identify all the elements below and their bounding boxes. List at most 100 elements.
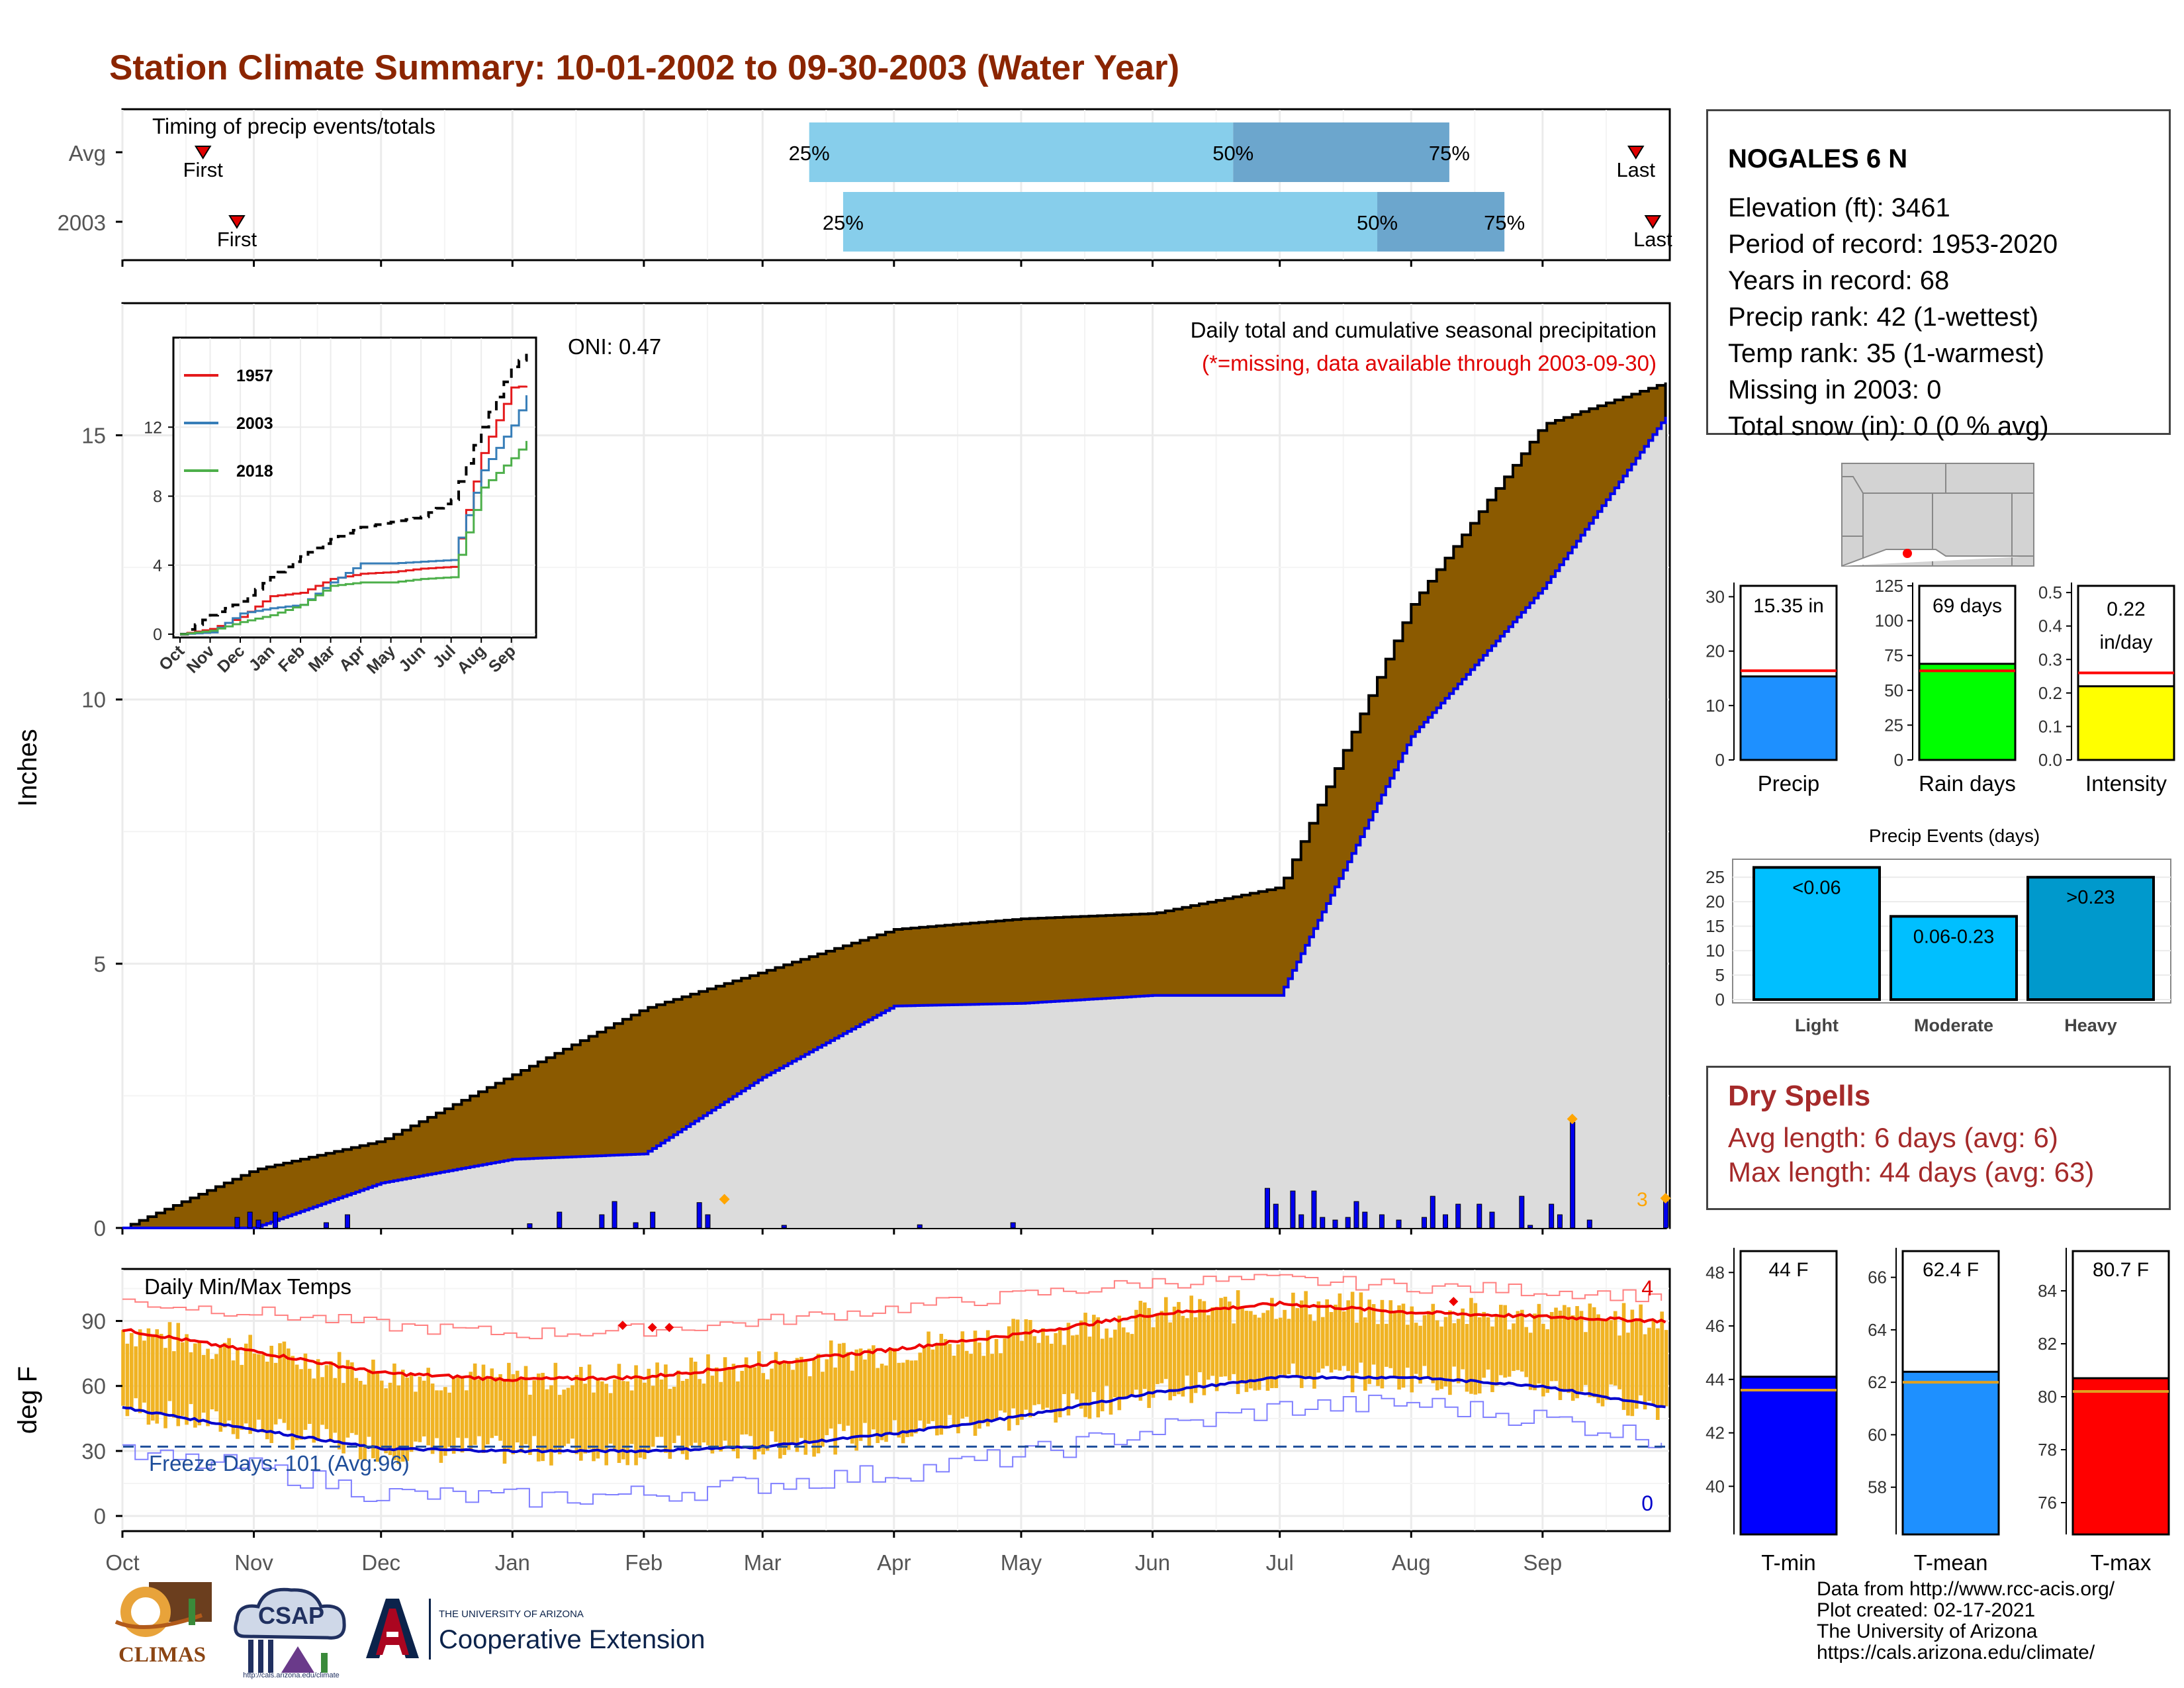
timing-bar-50-75 xyxy=(1377,192,1505,252)
events-title: Precip Events (days) xyxy=(1869,825,2040,846)
daily-temp-bar xyxy=(1410,1306,1414,1393)
tempbar-y-tick-label: 42 xyxy=(1706,1423,1725,1443)
daily-temp-bar xyxy=(1028,1320,1032,1418)
events-y-tick-label: 25 xyxy=(1706,867,1725,887)
inset-series-line-2018 xyxy=(180,441,527,635)
daily-temp-bar xyxy=(689,1357,694,1446)
daily-temp-bar xyxy=(842,1342,846,1431)
daily-temp-bar xyxy=(1380,1299,1385,1389)
daily-temp-bar xyxy=(905,1360,909,1437)
daily-temp-bar xyxy=(1181,1315,1185,1397)
daily-temp-bar xyxy=(1630,1309,1635,1417)
tempbar-label: T-min xyxy=(1761,1550,1816,1575)
daily-temp-bar xyxy=(757,1351,761,1452)
daily-temp-bar xyxy=(952,1355,956,1426)
events-bar-heavy xyxy=(2026,876,2155,1002)
y-tick-label: 0 xyxy=(94,1216,106,1241)
daily-temp-bar xyxy=(608,1393,613,1444)
daily-precip-bar xyxy=(1320,1217,1326,1229)
daily-temp-bar xyxy=(545,1389,549,1450)
daily-temp-bar xyxy=(422,1380,426,1436)
daily-precip-bar xyxy=(234,1217,240,1229)
daily-temp-bar xyxy=(1236,1290,1240,1394)
ua-logo-ext-text: Cooperative Extension xyxy=(439,1625,705,1654)
daily-temp-bar xyxy=(159,1333,163,1415)
summary-y-tick-label: 10 xyxy=(1706,696,1725,716)
timing-first-marker xyxy=(194,146,212,160)
daily-temp-bar xyxy=(1249,1311,1253,1389)
daily-temp-bar xyxy=(308,1368,312,1425)
daily-temp-bar xyxy=(999,1353,1003,1411)
daily-temp-bar xyxy=(185,1334,189,1425)
daily-temp-bar xyxy=(1011,1319,1015,1409)
timing-row-label-2003: 2003 xyxy=(58,211,106,235)
record-min-line xyxy=(122,1394,1662,1508)
daily-temp-bar xyxy=(146,1328,151,1425)
daily-temp-bar xyxy=(1278,1317,1283,1375)
oni-label: ONI: 0.47 xyxy=(568,334,661,359)
daily-temp-bar xyxy=(723,1357,727,1441)
daily-temp-bar xyxy=(1545,1329,1550,1393)
daily-temp-bar xyxy=(278,1343,282,1419)
tempbar-y-tick-label: 40 xyxy=(1706,1476,1725,1496)
daily-temp-bar xyxy=(1473,1303,1478,1395)
summary-y-tick-label: 0.5 xyxy=(2038,583,2062,602)
tempbar-y-tick-label: 62 xyxy=(1868,1372,1887,1392)
events-y-tick-label: 20 xyxy=(1706,892,1725,912)
tempbar-y-tick-label: 82 xyxy=(2038,1334,2057,1354)
summary-y-tick-label: 30 xyxy=(1706,586,1725,606)
daily-temp-bar xyxy=(1240,1307,1244,1384)
tempbar-y-tick-label: 80 xyxy=(2038,1387,2057,1407)
month-label: Jun xyxy=(1135,1550,1170,1575)
daily-temp-bar xyxy=(1563,1305,1567,1390)
daily-temp-bar xyxy=(409,1375,414,1452)
daily-temp-bar xyxy=(240,1364,244,1430)
daily-temp-bar xyxy=(978,1342,981,1429)
timing-last-marker xyxy=(1627,146,1645,160)
daily-temp-bar xyxy=(1533,1313,1537,1391)
daily-precip-bar xyxy=(781,1225,787,1229)
timing-bar-25-50 xyxy=(842,192,1378,252)
y-tick-label: 30 xyxy=(81,1439,106,1464)
daily-temp-bar xyxy=(655,1362,659,1437)
daily-temp-bar xyxy=(1291,1292,1295,1364)
month-label: Oct xyxy=(105,1550,139,1575)
inset-y-tick-label: 4 xyxy=(153,557,162,575)
cumulative-2003-line xyxy=(122,416,1667,1229)
daily-temp-bar xyxy=(1283,1309,1287,1378)
daily-temp-bar xyxy=(1198,1299,1202,1372)
daily-temp-bar xyxy=(218,1346,223,1432)
daily-precip-bar xyxy=(1345,1217,1351,1229)
daily-temp-bar xyxy=(570,1385,574,1439)
daily-temp-bar xyxy=(329,1361,333,1442)
daily-temp-bar xyxy=(1126,1332,1130,1397)
daily-temp-bar xyxy=(850,1370,854,1444)
daily-temp-bar xyxy=(651,1385,655,1447)
daily-temp-bar xyxy=(829,1340,833,1429)
daily-temp-bar xyxy=(1435,1320,1439,1391)
summary-bar-intensity xyxy=(2077,685,2175,761)
daily-temp-bar xyxy=(1265,1310,1270,1391)
daily-precip-bar xyxy=(650,1211,656,1229)
daily-temp-bar xyxy=(498,1374,502,1441)
record-high-marker xyxy=(664,1323,674,1333)
daily-temp-bar xyxy=(1461,1308,1465,1370)
daily-precip-bar xyxy=(344,1214,350,1229)
daily-temp-bar xyxy=(1643,1334,1647,1410)
daily-temp-bar xyxy=(1524,1327,1529,1378)
summary-value-label: 0.22 xyxy=(2107,598,2145,620)
daily-temp-bar xyxy=(1621,1303,1626,1410)
daily-temp-bar xyxy=(1308,1314,1312,1378)
daily-temp-bar xyxy=(592,1392,596,1462)
precip-panel: 0 5 10 15 Inches Daily total and cumulative… xyxy=(13,302,1671,1241)
daily-temp-bar xyxy=(710,1376,715,1454)
daily-temp-bar xyxy=(1397,1305,1401,1390)
tempbar-y-tick-label: 58 xyxy=(1868,1477,1887,1497)
daily-temp-bar xyxy=(1414,1323,1418,1374)
daily-temp-bar xyxy=(557,1395,562,1454)
daily-temp-bar xyxy=(227,1338,231,1421)
daily-temp-bar xyxy=(1147,1307,1151,1408)
daily-temp-bar xyxy=(1092,1315,1096,1392)
daily-temp-bar xyxy=(613,1379,617,1450)
